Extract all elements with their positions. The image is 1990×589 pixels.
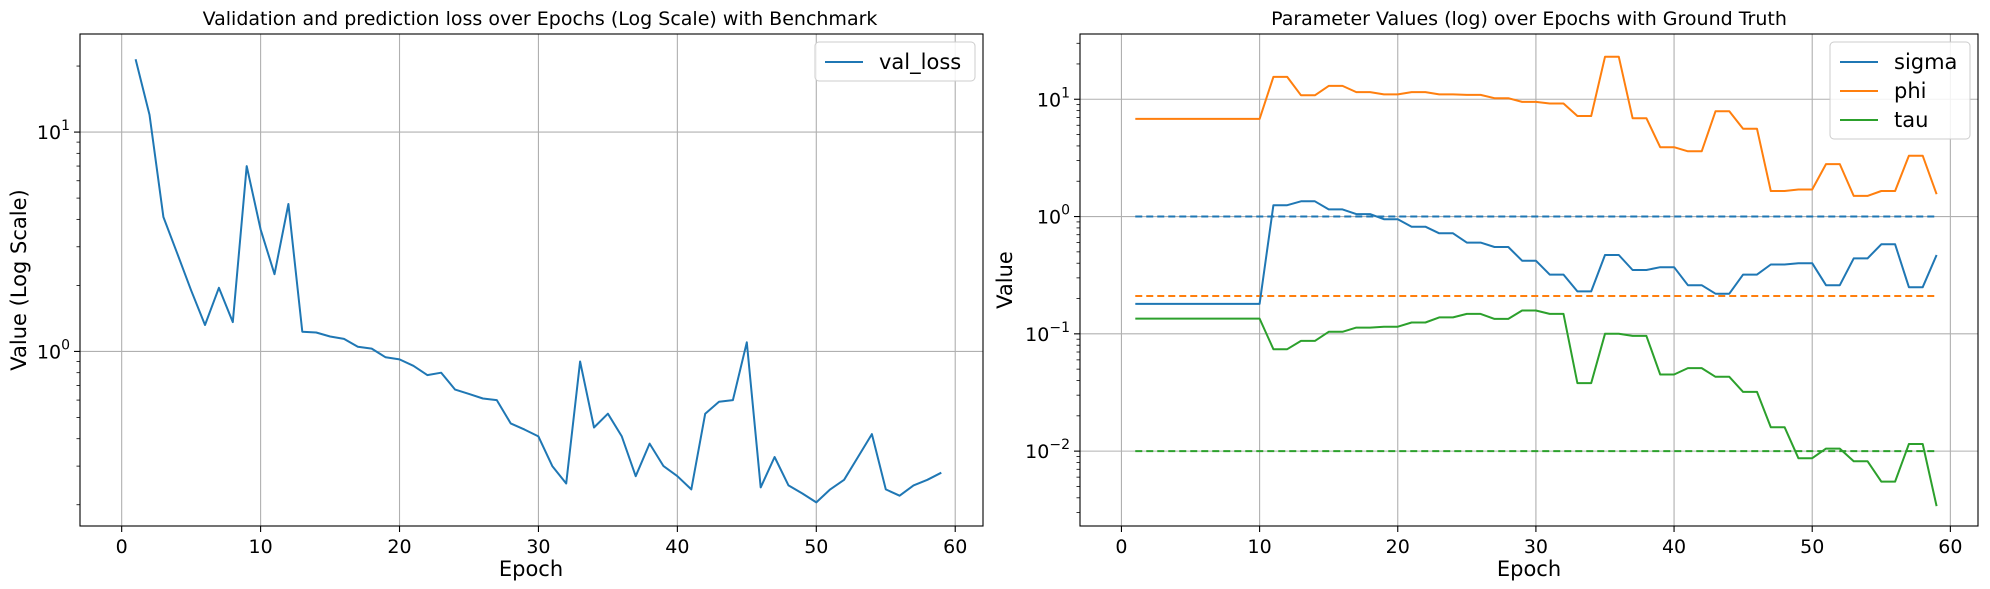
left-chart-title: Validation and prediction loss over Epoc…: [203, 8, 878, 30]
right-panel: Parameter Values (log) over Epochs with …: [993, 8, 1979, 581]
right-series-line-sigma: [1135, 200, 1938, 305]
right-x-axis-label: Epoch: [1497, 557, 1561, 581]
right-x-tick-label: 0: [1115, 536, 1127, 558]
right-legend-label: phi: [1894, 79, 1926, 103]
right-series-line-phi: [1135, 55, 1938, 197]
left-series-line-val_loss: [134, 58, 942, 504]
left-series-lines: [134, 58, 942, 504]
left-x-ticks: 0 10 20 30 40 50 60: [116, 526, 967, 558]
left-gridlines: [80, 34, 983, 526]
left-x-tick-label: 10: [249, 536, 273, 558]
left-y-axis-label: Value (Log Scale): [7, 189, 31, 370]
right-legend-label: sigma: [1894, 50, 1957, 74]
right-y-tick-label: 10−2: [1025, 437, 1070, 463]
right-y-tick-label: 100: [1037, 203, 1070, 229]
left-y-tick-label: 100: [37, 337, 70, 363]
left-x-axis-label: Epoch: [499, 557, 563, 581]
left-x-tick-label: 40: [665, 536, 689, 558]
left-legend-box: [814, 41, 976, 82]
right-series-line-tau: [1135, 309, 1938, 507]
left-plot-frame: [79, 33, 984, 527]
right-y-ticks: 10−2 10−1 100 101: [1025, 42, 1080, 513]
left-panel: Validation and prediction loss over Epoc…: [7, 8, 984, 581]
left-x-tick-label: 60: [943, 536, 967, 558]
right-x-tick-label: 10: [1248, 536, 1272, 558]
left-y-tick-label: 101: [37, 118, 70, 144]
right-y-tick-label: 10−1: [1025, 320, 1070, 346]
right-legend-label: tau: [1894, 108, 1928, 132]
left-x-tick-label: 30: [526, 536, 550, 558]
right-plot-frame: [1079, 33, 1979, 527]
right-x-ticks: 0 10 20 30 40 50 60: [1115, 526, 1962, 558]
left-y-ticks: 100 101: [37, 65, 80, 506]
left-x-tick-label: 20: [387, 536, 411, 558]
right-y-axis-label: Value: [993, 251, 1017, 309]
right-x-tick-label: 40: [1662, 536, 1686, 558]
right-x-tick-label: 30: [1524, 536, 1548, 558]
right-y-tick-label: 101: [1037, 85, 1070, 111]
right-chart-title: Parameter Values (log) over Epochs with …: [1271, 8, 1787, 30]
right-series-lines: [1135, 55, 1938, 507]
left-legend-label: val_loss: [879, 50, 961, 75]
right-legend: sigma phi tau: [1829, 41, 1971, 140]
right-legend-box: [1829, 41, 1971, 140]
left-legend: val_loss: [814, 41, 976, 82]
right-x-tick-label: 50: [1800, 536, 1824, 558]
right-reference-lines: [1135, 215, 1937, 453]
right-x-tick-label: 20: [1386, 536, 1410, 558]
left-x-tick-label: 0: [116, 536, 128, 558]
right-x-tick-label: 60: [1938, 536, 1962, 558]
left-x-tick-label: 50: [804, 536, 828, 558]
